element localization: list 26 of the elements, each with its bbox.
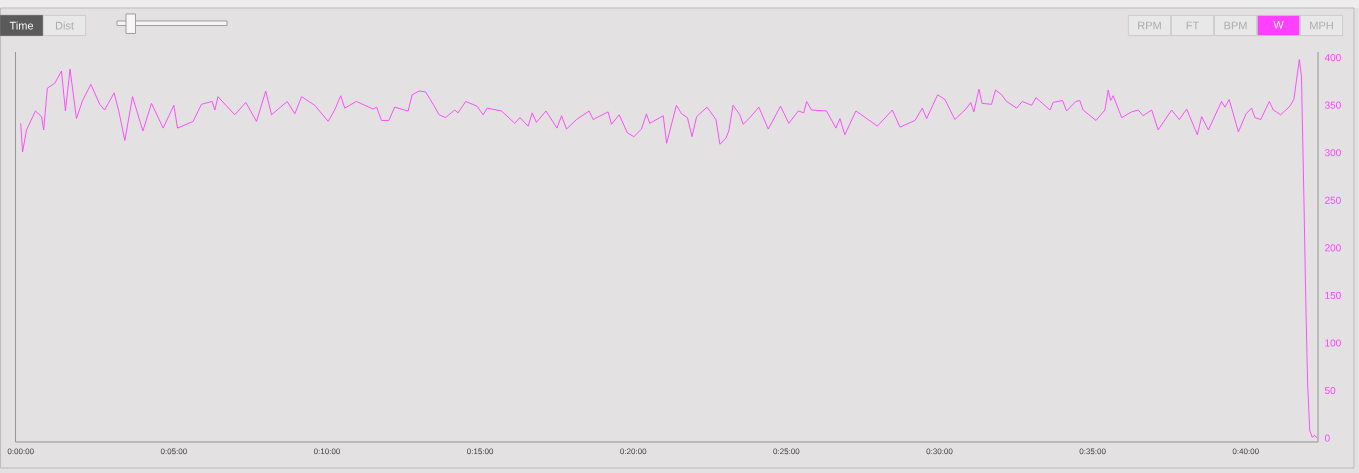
x-tick-label: 0:20:00 [620, 448, 647, 455]
text: W [1273, 20, 1284, 29]
y-tick-label: 0 [1324, 434, 1330, 442]
y-tick-label: 50 [1324, 386, 1336, 395]
y-tick-label: 250 [1325, 196, 1341, 204]
y-tick-label: 300 [1324, 149, 1341, 157]
x-tick-label: 0:15:00 [467, 448, 494, 455]
text: MPH [1310, 21, 1333, 30]
text: BPM [1224, 21, 1247, 30]
x-tick-label: 0:00:00 [7, 448, 34, 455]
text: FT [1186, 21, 1199, 30]
line-series [20, 59, 1318, 439]
text: Time [9, 21, 34, 30]
y-tick-label: 350 [1324, 101, 1341, 109]
x-tick-label: 0:05:00 [160, 448, 187, 455]
y-tick-label: 200 [1325, 244, 1341, 252]
text: RPM [1138, 21, 1161, 30]
x-tick-label: 0:10:00 [313, 448, 341, 455]
x-tick-label: 0:25:00 [773, 448, 800, 455]
x-tick-label: 0:30:00 [926, 448, 953, 455]
x-tick-label: 0:40:00 [1232, 448, 1259, 455]
y-tick-label: 100 [1325, 339, 1341, 347]
text: Dist [55, 21, 74, 30]
y-tick-label: 400 [1324, 54, 1341, 62]
x-tick-label: 0:35:00 [1079, 448, 1106, 455]
y-tick-label: 150 [1325, 291, 1341, 299]
